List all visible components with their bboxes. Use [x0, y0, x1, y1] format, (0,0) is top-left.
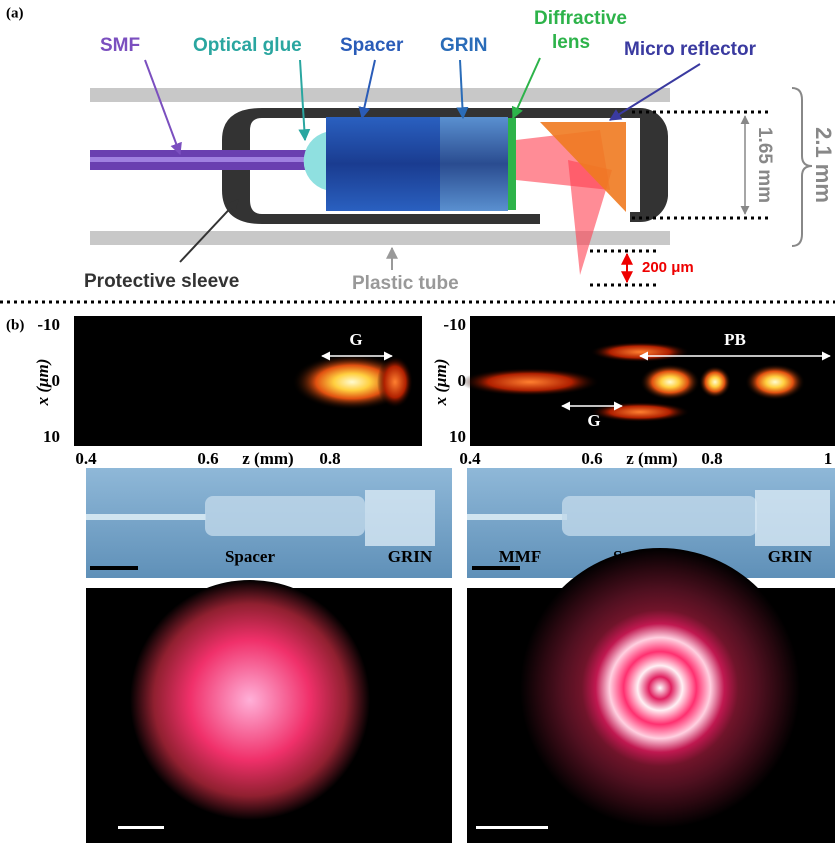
- optical-glue: [304, 132, 326, 190]
- scale-bar: [118, 826, 164, 829]
- focus: [377, 356, 413, 408]
- x-tick-label: 0.6: [581, 449, 602, 468]
- photo-label: Spacer: [225, 547, 276, 566]
- y-axis-label: x (μm): [431, 359, 450, 407]
- figure: (a) 1.65 mm 2.1 mm 200 μm SMF Optical gl…: [0, 0, 835, 843]
- x-tick-label: 0.8: [701, 449, 722, 468]
- x-tick-label: 0.8: [319, 449, 340, 468]
- lobe: [640, 364, 700, 400]
- y-axis-label: x (μm): [33, 359, 52, 407]
- photo-label: MMF: [499, 547, 541, 566]
- y-tick-label: -10: [443, 315, 466, 334]
- annotation: G: [349, 330, 362, 349]
- y-tick-label: 10: [43, 427, 60, 446]
- x-axis-label: z (mm): [242, 449, 293, 468]
- scale-bar: [476, 826, 548, 829]
- photo-label: GRIN: [388, 547, 433, 566]
- label: SMF: [100, 35, 140, 56]
- spacer-photo: [205, 496, 365, 536]
- smf-core: [90, 157, 310, 162]
- lobe: [745, 364, 805, 400]
- y-tick-label: -10: [37, 315, 60, 334]
- diffractive-lens: [508, 118, 516, 210]
- fiber: [467, 514, 567, 520]
- grin: [440, 117, 508, 211]
- panel-label: (b): [6, 317, 24, 333]
- scale-bar: [90, 566, 138, 570]
- lobe: [590, 402, 690, 422]
- label: Plastic tube: [352, 273, 459, 294]
- panel-label: (a): [6, 5, 24, 21]
- x-axis-label: z (mm): [626, 449, 677, 468]
- y-tick-label: 0: [52, 371, 61, 390]
- lobe: [460, 368, 600, 396]
- label: Protective sleeve: [84, 271, 239, 292]
- label: lens: [552, 32, 590, 53]
- x-tick-label: 1: [824, 449, 833, 468]
- annotation: PB: [724, 330, 746, 349]
- lobe: [699, 366, 731, 398]
- grin-photo: [755, 490, 830, 546]
- scale-bar: [472, 566, 520, 570]
- x-tick-label: 0.6: [197, 449, 218, 468]
- spacer: [326, 117, 440, 211]
- label: Micro reflector: [624, 39, 757, 60]
- dim-label: 200 μm: [642, 259, 694, 276]
- x-tick-label: 0.4: [459, 449, 481, 468]
- dim-label: 1.65 mm: [754, 127, 775, 203]
- fiber: [86, 514, 206, 520]
- annotation: G: [587, 411, 600, 430]
- y-tick-label: 0: [458, 371, 467, 390]
- y-tick-label: 10: [449, 427, 466, 446]
- plastic-tube: [90, 88, 670, 102]
- label: GRIN: [440, 35, 488, 56]
- spot: [520, 548, 800, 828]
- spot: [130, 580, 370, 820]
- x-tick-label: 0.4: [75, 449, 97, 468]
- brace: [792, 88, 812, 246]
- label: Diffractive: [534, 8, 627, 29]
- grin-photo: [365, 490, 435, 546]
- label: Optical glue: [193, 35, 302, 56]
- dim-label: 2.1 mm: [811, 127, 835, 203]
- pointer: [145, 60, 180, 154]
- photo-label: GRIN: [768, 547, 813, 566]
- label: Spacer: [340, 35, 404, 56]
- lobe: [590, 342, 690, 362]
- spacer-photo: [562, 496, 757, 536]
